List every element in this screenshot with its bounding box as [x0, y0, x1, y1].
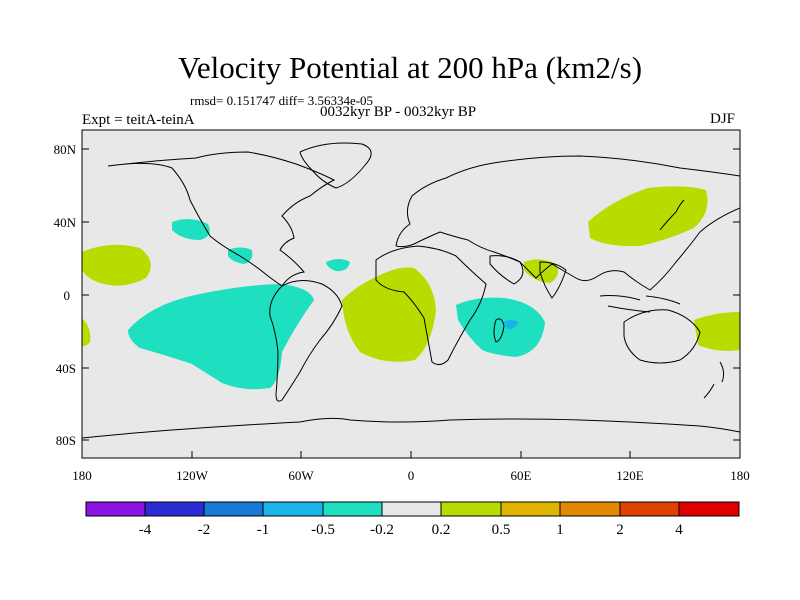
lon-label-120w: 120W	[176, 468, 209, 483]
coastline-india	[539, 261, 567, 299]
colorbar-label-2: -1	[257, 522, 270, 538]
lat-label-40s: 40S	[56, 361, 76, 376]
colorbar-box-0	[85, 501, 146, 517]
coastline-africa	[375, 245, 487, 366]
coastline-new-zealand	[703, 361, 725, 399]
positive-region-west-edge	[82, 318, 91, 347]
colorbar-box-3	[262, 501, 324, 517]
colorbar-box-4	[322, 501, 383, 517]
positive-region-east-asia	[588, 186, 708, 247]
colorbar-box-5	[381, 501, 442, 517]
colorbar-box-2	[203, 501, 264, 517]
coastline-australia	[623, 309, 701, 364]
coastline-arabia	[489, 255, 524, 285]
colorbar-label-8: 2	[616, 522, 624, 538]
lat-label-80n: 80N	[54, 142, 77, 157]
lat-label-40n: 40N	[54, 215, 77, 230]
lat-label-eq: 0	[64, 288, 71, 303]
coastline-south-america	[269, 280, 343, 402]
colorbar: -4 -2 -1 -0.5 -0.2 0.2 0.5 1 2 4	[85, 501, 740, 538]
colorbar-label-1: -2	[198, 522, 211, 538]
colorbar-box-1	[144, 501, 205, 517]
negative-region-south-pacific	[128, 284, 314, 390]
colorbar-box-8	[559, 501, 621, 517]
negative-region-indian-ocean	[456, 297, 545, 357]
colorbar-label-9: 4	[675, 522, 683, 538]
contour-fields	[82, 186, 740, 390]
lon-label-60w: 60W	[288, 468, 314, 483]
colorbar-box-10	[678, 501, 740, 517]
experiment-label: Expt = teitA-teinA	[82, 112, 195, 128]
colorbar-box-6	[440, 501, 502, 517]
positive-region-australia-pacific	[694, 312, 740, 351]
coastline-eurasia	[395, 155, 740, 291]
colorbar-box-7	[500, 501, 561, 517]
colorbar-label-5: 0.2	[432, 522, 451, 538]
colorbar-box-9	[619, 501, 680, 517]
stats-line: rmsd= 0.151747 diff= 3.56334e-05	[190, 93, 374, 108]
coastline-madagascar	[493, 318, 505, 343]
lon-label-180w: 180	[72, 468, 92, 483]
season-label: DJF	[710, 111, 736, 127]
coastline-antarctica	[82, 417, 740, 439]
colorbar-label-0: -4	[139, 522, 152, 538]
coastlines	[82, 142, 740, 439]
coastline-greenland	[299, 142, 372, 189]
negative-region-indian-core	[504, 320, 518, 330]
lon-label-60e: 60E	[511, 468, 532, 483]
colorbar-label-3: -0.5	[311, 522, 335, 538]
colorbar-label-7: 1	[556, 522, 564, 538]
positive-region-atlantic-africa	[342, 267, 436, 362]
period-label: 0032kyr BP - 0032kyr BP	[320, 104, 477, 120]
lat-label-80s: 80S	[56, 433, 76, 448]
lon-label-120e: 120E	[616, 468, 644, 483]
lon-label-180e: 180	[730, 468, 750, 483]
colorbar-label-4: -0.2	[370, 522, 394, 538]
coastline-north-america	[107, 151, 336, 287]
coastline-japan	[659, 199, 685, 231]
lon-ticks	[81, 451, 741, 458]
map-title: Velocity Potential at 200 hPa (km2/s)	[177, 50, 643, 85]
negative-region-mid-atlantic	[326, 259, 350, 272]
negative-region-north-pacific	[172, 218, 210, 240]
lon-label-0: 0	[408, 468, 415, 483]
lat-ticks	[82, 148, 740, 441]
positive-region-central-pacific	[82, 244, 151, 286]
colorbar-label-6: 0.5	[492, 522, 511, 538]
